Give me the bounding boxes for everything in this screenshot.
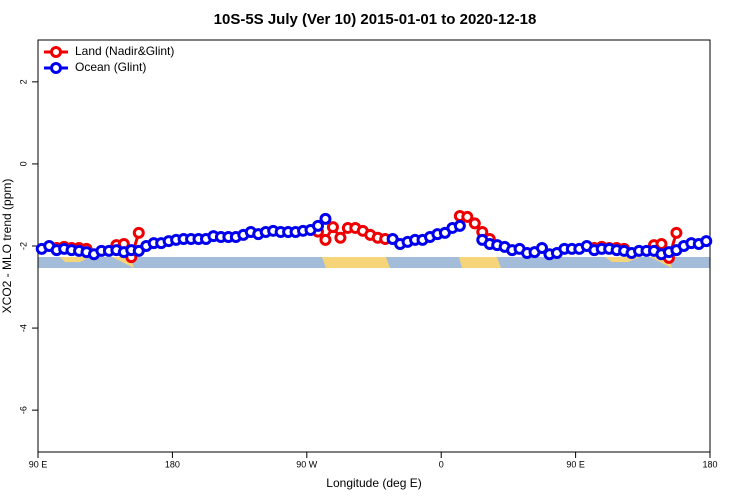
data-point bbox=[468, 217, 481, 230]
y-axis-label: XCO2 - MLO trend (ppm) bbox=[0, 179, 14, 314]
x-tick-label: 180 bbox=[702, 459, 717, 469]
data-point bbox=[334, 231, 347, 244]
chart-title: 10S-5S July (Ver 10) 2015-01-01 to 2020-… bbox=[214, 11, 537, 28]
x-tick-label: 90 E bbox=[566, 459, 585, 469]
data-point bbox=[453, 219, 466, 232]
y-tick-label: -4 bbox=[18, 324, 28, 332]
data-point bbox=[326, 221, 339, 234]
y-tick-label: -2 bbox=[18, 242, 28, 250]
legend-label: Ocean (Glint) bbox=[75, 60, 146, 74]
data-point bbox=[319, 212, 332, 225]
data-point bbox=[461, 210, 474, 223]
x-tick-label: 0 bbox=[439, 459, 444, 469]
y-tick-label: 0 bbox=[18, 161, 28, 166]
x-axis-label: Longitude (deg E) bbox=[326, 476, 421, 490]
x-tick-label: 180 bbox=[165, 459, 180, 469]
x-tick-label: 90 E bbox=[29, 459, 48, 469]
y-tick-label: -6 bbox=[18, 406, 28, 414]
land-strip bbox=[60, 257, 90, 262]
data-point bbox=[536, 242, 548, 255]
data-point bbox=[670, 226, 683, 239]
y-tick-label: 2 bbox=[18, 79, 28, 84]
land-strip bbox=[459, 257, 501, 268]
land-strip bbox=[322, 257, 390, 268]
data-point bbox=[132, 226, 145, 239]
series bbox=[50, 210, 683, 264]
legend-label: Land (Nadir&Glint) bbox=[75, 44, 174, 58]
map-strip bbox=[38, 257, 710, 268]
data-point bbox=[700, 235, 713, 248]
data-point bbox=[319, 233, 332, 246]
x-tick-label: 90 W bbox=[296, 459, 318, 469]
legend-marker bbox=[50, 62, 62, 74]
legend-marker bbox=[50, 46, 62, 58]
series bbox=[35, 212, 713, 261]
data-point bbox=[312, 219, 324, 232]
